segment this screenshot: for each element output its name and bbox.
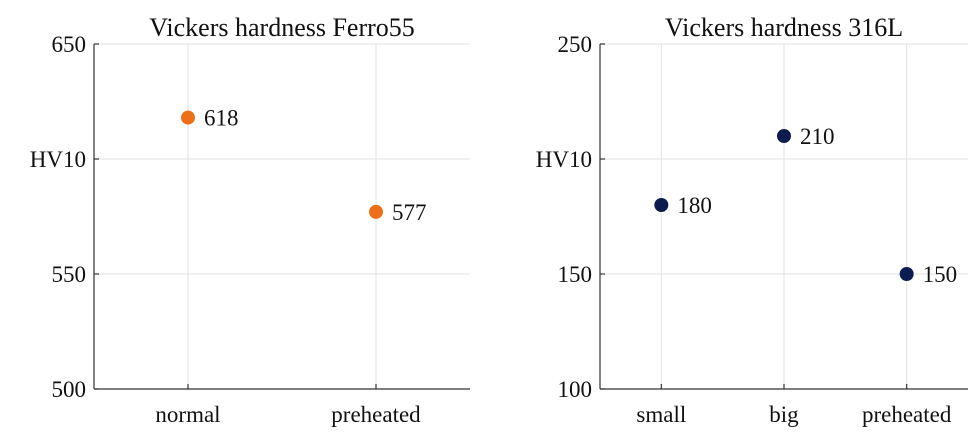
- data-label: 577: [392, 200, 427, 225]
- x-tick-label: big: [769, 402, 799, 427]
- y-tick-label: 500: [52, 377, 87, 402]
- data-label: 618: [204, 106, 239, 131]
- y-tick-label: 100: [558, 377, 593, 402]
- data-label: 150: [923, 262, 958, 287]
- y-axis-label: HV10: [30, 147, 86, 172]
- data-point: [654, 198, 669, 212]
- data-label: 210: [800, 124, 835, 149]
- data-label: 180: [677, 193, 712, 218]
- data-point: [777, 129, 791, 143]
- data-point: [899, 267, 914, 281]
- x-tick-label: preheated: [862, 402, 952, 427]
- chart-panel-1: 650 550 500 HV10 normal preheated Vickers hard…: [30, 13, 470, 427]
- chart-panel-2: 250 150 100 HV10 small big preheated Vickers ha…: [536, 13, 968, 427]
- y-tick-label: 150: [558, 262, 593, 287]
- data-point: [181, 110, 195, 125]
- y-tick-label: 250: [558, 32, 593, 57]
- x-tick-label: small: [636, 402, 686, 427]
- chart-title: Vickers hardness Ferro55: [149, 13, 415, 42]
- y-tick-label: 550: [52, 262, 87, 287]
- data-point: [369, 204, 383, 219]
- chart-title: Vickers hardness 316L: [665, 13, 903, 42]
- y-tick-label: 650: [52, 32, 87, 57]
- x-tick-label: normal: [155, 402, 220, 427]
- x-tick-label: preheated: [331, 402, 421, 427]
- y-axis-label: HV10: [536, 147, 592, 172]
